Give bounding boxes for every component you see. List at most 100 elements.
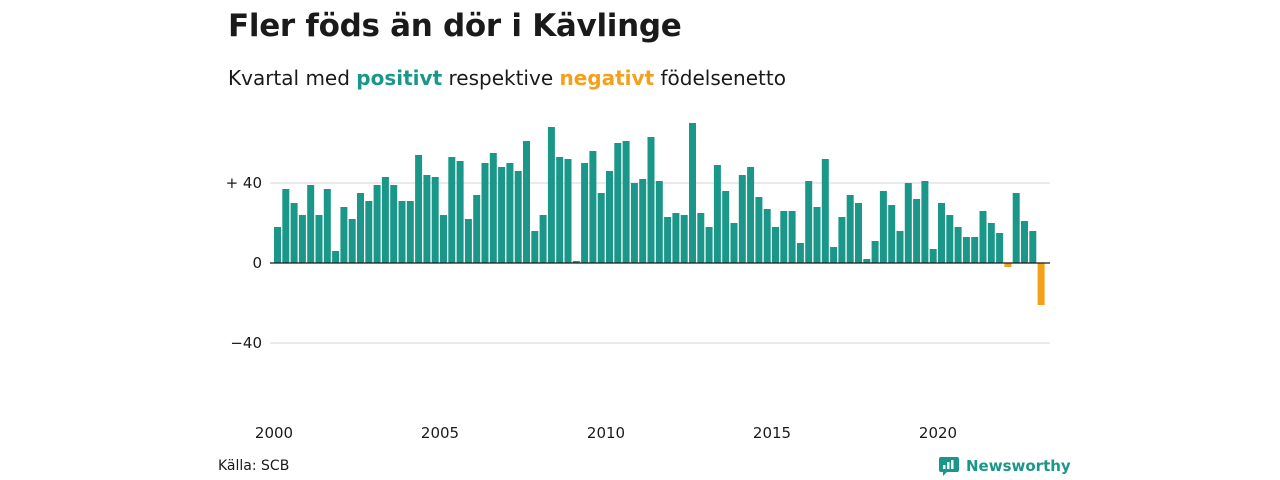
- bar: [622, 141, 630, 263]
- bar: [614, 143, 622, 263]
- bar: [332, 251, 340, 263]
- subtitle-middle: respektive: [448, 66, 554, 90]
- bar: [290, 203, 298, 263]
- newsworthy-logo-icon: [939, 457, 959, 476]
- bar: [796, 243, 804, 263]
- subtitle-positive-word: positivt: [356, 66, 443, 90]
- bar: [979, 211, 987, 263]
- y-tick-label: + 40: [226, 174, 262, 192]
- source-note: Källa: SCB: [218, 458, 290, 474]
- bar: [564, 159, 572, 263]
- bar: [680, 215, 688, 263]
- bar: [423, 175, 431, 263]
- bar: [307, 185, 315, 263]
- bar: [788, 211, 796, 263]
- bar: [904, 183, 912, 263]
- x-tick-label: 2000: [255, 424, 293, 442]
- x-tick-label: 2005: [421, 424, 459, 442]
- bar: [713, 165, 721, 263]
- x-tick-label: 2010: [587, 424, 625, 442]
- bar: [398, 201, 406, 263]
- bar: [996, 233, 1004, 263]
- bar: [639, 179, 647, 263]
- bar: [514, 171, 522, 263]
- x-tick-label: 2020: [919, 424, 957, 442]
- bar: [274, 227, 281, 263]
- bar: [531, 231, 539, 263]
- subtitle-negative-word: negativt: [559, 66, 655, 90]
- bar: [971, 237, 979, 263]
- brand-name: Newsworthy: [966, 457, 1071, 475]
- bar: [830, 247, 838, 263]
- bar: [506, 163, 514, 263]
- bar: [755, 197, 763, 263]
- bar: [871, 241, 879, 263]
- bar: [1012, 193, 1020, 263]
- bar: [722, 191, 730, 263]
- bar: [846, 195, 854, 263]
- subtitle-suffix: födelsenetto: [660, 66, 786, 90]
- bar: [689, 123, 696, 263]
- bar: [838, 217, 846, 263]
- bar: [481, 163, 489, 263]
- bar: [954, 227, 962, 263]
- bar: [589, 151, 597, 263]
- subtitle-prefix: Kvartal med: [228, 66, 350, 90]
- bar: [879, 191, 887, 263]
- bar: [547, 127, 555, 263]
- bar: [938, 203, 945, 263]
- bar: [464, 219, 472, 263]
- bar: [738, 175, 746, 263]
- bar: [323, 189, 331, 263]
- x-tick-label: 2015: [753, 424, 791, 442]
- bar: [381, 177, 389, 263]
- bar: [1029, 231, 1037, 263]
- bar: [772, 227, 779, 263]
- bar: [365, 201, 373, 263]
- bar: [282, 189, 290, 263]
- y-tick-label: −40: [230, 334, 262, 352]
- bar: [431, 177, 439, 263]
- chart-subtitle: Kvartal med positivt respektive negativt…: [228, 66, 786, 90]
- bar: [780, 211, 788, 263]
- bar: [556, 157, 564, 263]
- bar: [1037, 263, 1045, 305]
- bar: [647, 137, 655, 263]
- bar: [855, 203, 862, 263]
- bar: [929, 249, 937, 263]
- bar: [539, 215, 547, 263]
- bar: [921, 181, 929, 263]
- bar: [821, 159, 829, 263]
- brand-logo: Newsworthy: [938, 455, 1071, 477]
- bar: [406, 201, 414, 263]
- bar: [863, 259, 871, 263]
- bar: [813, 207, 821, 263]
- bar: [340, 207, 348, 263]
- bar: [315, 215, 323, 263]
- bar: [581, 163, 589, 263]
- bar: [606, 171, 613, 263]
- bar: [1021, 221, 1028, 263]
- bar: [946, 215, 954, 263]
- bar: [373, 185, 381, 263]
- bar: [697, 213, 705, 263]
- bar: [415, 155, 423, 263]
- bar: [357, 193, 364, 263]
- bar: [896, 231, 904, 263]
- bar: [962, 237, 970, 263]
- bar: [489, 153, 497, 263]
- bar: [655, 181, 663, 263]
- bar: [498, 167, 506, 263]
- bar: [456, 161, 464, 263]
- bar: [705, 227, 713, 263]
- bar: [664, 217, 672, 263]
- bar: [440, 215, 447, 263]
- axes: + 40 0 −40 2000 2005 2010 2015 2020: [226, 174, 1050, 442]
- bar: [913, 199, 921, 263]
- bar: [1004, 263, 1012, 267]
- bar: [572, 261, 580, 263]
- bar: [348, 219, 356, 263]
- bar: [448, 157, 456, 263]
- bar: [597, 193, 605, 263]
